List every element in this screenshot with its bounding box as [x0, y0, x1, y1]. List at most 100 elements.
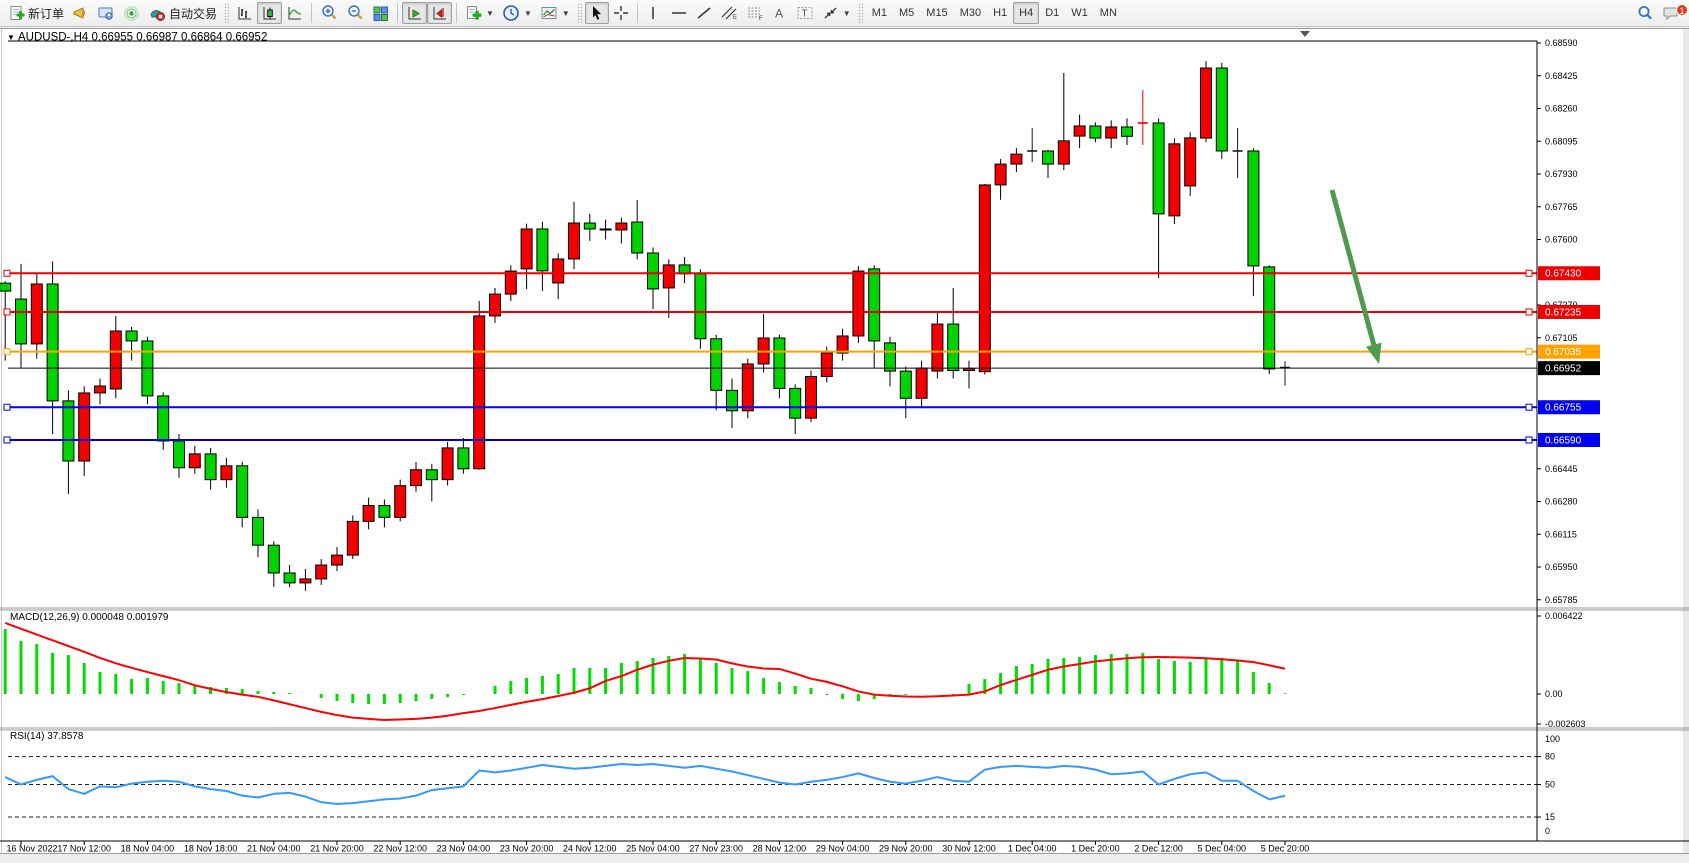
svg-text:0.67600: 0.67600 [1545, 235, 1578, 245]
vertical-line-icon [652, 7, 654, 19]
candle [236, 461, 249, 528]
svg-text:0.67430: 0.67430 [1545, 269, 1582, 280]
zoom-in-button[interactable] [316, 2, 342, 24]
svg-text:-0.002603: -0.002603 [1545, 719, 1586, 729]
svg-text:27 Nov 23:00: 27 Nov 23:00 [689, 844, 743, 854]
hline-resistance[interactable] [3, 308, 1537, 316]
toolbar-grip [857, 3, 863, 23]
timeframe-mn-button[interactable]: MN [1099, 7, 1117, 19]
hline-pivot[interactable] [3, 348, 1537, 356]
svg-text:0.67930: 0.67930 [1545, 169, 1578, 179]
candlestick-chart-button[interactable] [257, 2, 283, 24]
cursor-tool-button[interactable] [584, 2, 609, 24]
candle [931, 312, 944, 379]
candle [220, 457, 233, 488]
timeframe-m15-button[interactable]: M15 [926, 7, 948, 19]
candle [1010, 148, 1023, 173]
hline-support[interactable] [3, 403, 1537, 411]
timeframe-m1-button[interactable]: M1 [871, 7, 887, 19]
dropdown-caret-icon: ▼ [561, 8, 570, 18]
periods-button[interactable]: ▼ [498, 2, 536, 24]
channel-tool-button[interactable]: E [716, 2, 742, 24]
metaeditor-button[interactable] [93, 2, 119, 24]
candle [662, 259, 675, 318]
svg-text:T: T [801, 9, 807, 20]
price-axis-label: 0.66590 [1538, 432, 1600, 447]
fibonacci-tool-button[interactable]: F [742, 2, 768, 24]
horizontal-line-tool-button[interactable] [666, 2, 692, 24]
arrows-tool-button[interactable]: ▼ [818, 2, 855, 24]
svg-text:0.65785: 0.65785 [1545, 595, 1578, 605]
crosshair-tool-button[interactable] [609, 2, 633, 24]
svg-text:18 Nov 04:00: 18 Nov 04:00 [121, 844, 175, 854]
arrows-icon [824, 7, 837, 19]
bar-chart-button[interactable] [232, 2, 257, 24]
svg-text:5 Dec 20:00: 5 Dec 20:00 [1261, 844, 1310, 854]
candle [1057, 72, 1070, 171]
chart-shift-button[interactable] [427, 2, 453, 24]
text-tool-button[interactable]: A [768, 2, 792, 24]
candle [1089, 122, 1102, 143]
autotrading-label: 自动交易 [169, 6, 218, 21]
price-axis-label: 0.66755 [1538, 400, 1600, 415]
trendline-tool-button[interactable] [692, 2, 716, 24]
svg-text:21 Nov 04:00: 21 Nov 04:00 [247, 844, 301, 854]
signals-button[interactable] [119, 2, 144, 24]
alerts-button[interactable] [68, 2, 93, 24]
chart-window: 0.68590 0.68425 0.68260 0.68095 0.67930 0.677… [0, 28, 1689, 863]
zoom-out-icon [348, 5, 363, 20]
text-label-tool-button[interactable]: T [792, 2, 818, 24]
timeframe-h1-button[interactable]: H1 [993, 7, 1008, 19]
clock-icon [503, 5, 519, 21]
candle [568, 201, 580, 270]
new-order-icon [10, 5, 25, 20]
timeframe-w1-button[interactable]: W1 [1071, 7, 1088, 19]
candle [1247, 148, 1260, 297]
indicators-button[interactable]: ▼ [461, 2, 498, 24]
candle [504, 265, 517, 302]
candle [994, 158, 1007, 200]
auto-scroll-button[interactable] [402, 2, 428, 24]
price-axis-label: 0.67235 [1538, 304, 1600, 319]
tile-windows-button[interactable] [368, 2, 393, 24]
trend-arrow-annotation[interactable] [1329, 189, 1382, 364]
chat-button[interactable]: 1 [1658, 2, 1688, 24]
candle [884, 336, 896, 387]
time-axis[interactable]: 16 Nov 2022 17 Nov 12:00 18 Nov 04:00 18 No… [0, 840, 1689, 854]
price-axis-label: 0.67430 [1538, 266, 1600, 281]
right-shift-marker [1300, 31, 1310, 37]
symbol-ohlc-title: AUDUSD-,H4 0.66955 0.66987 0.66864 0.669… [18, 32, 267, 44]
timeframe-d1-button[interactable]: D1 [1045, 7, 1060, 19]
symbol-dropdown-icon: ▼ [7, 33, 15, 42]
candles [0, 61, 1290, 591]
timeframe-m5-button[interactable]: M5 [899, 7, 915, 19]
candle [1263, 265, 1276, 375]
svg-text:21 Nov 20:00: 21 Nov 20:00 [310, 844, 364, 854]
zoom-out-button[interactable] [342, 2, 368, 24]
hline-support[interactable] [3, 436, 1537, 444]
line-chart-button[interactable] [282, 2, 307, 24]
candle [1168, 138, 1181, 225]
signal-icon [124, 5, 139, 21]
autotrading-button[interactable]: 自动交易 [144, 2, 221, 24]
search-button[interactable] [1632, 2, 1658, 24]
timeframe-m30-button[interactable]: M30 [959, 7, 982, 19]
timeframe-h4-button[interactable]: H4 [1013, 2, 1040, 24]
candle [315, 559, 328, 585]
svg-text:1 Dec 20:00: 1 Dec 20:00 [1071, 844, 1120, 854]
candle [1121, 118, 1133, 146]
svg-text:23 Nov 20:00: 23 Nov 20:00 [500, 844, 554, 854]
svg-text:0.67765: 0.67765 [1545, 202, 1578, 212]
hline-resistance[interactable] [3, 269, 1537, 277]
candle [157, 392, 170, 450]
new-order-button[interactable]: 新订单 [4, 2, 68, 24]
candle [441, 441, 454, 486]
vertical-line-tool-button[interactable] [642, 2, 666, 24]
equidistant-channel-icon: E [721, 6, 737, 21]
svg-text:0.65950: 0.65950 [1545, 562, 1578, 572]
templates-button[interactable]: ▼ [536, 2, 574, 24]
text-icon: A [775, 7, 783, 21]
toolbar-separator [636, 3, 638, 23]
chart-canvas[interactable]: 0.68590 0.68425 0.68260 0.68095 0.67930 0.677… [0, 29, 1689, 863]
candle [1184, 132, 1197, 196]
